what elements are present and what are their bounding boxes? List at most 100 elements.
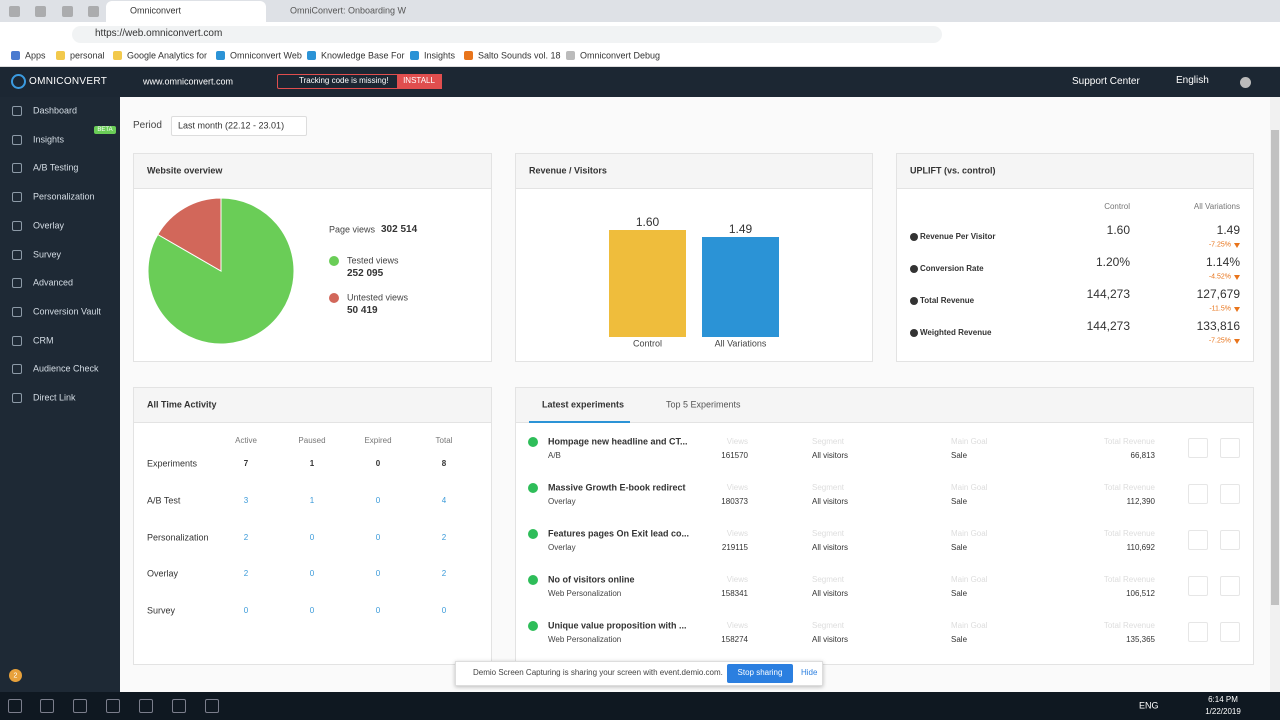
- domain-select[interactable]: www.omniconvert.com: [143, 76, 234, 87]
- count[interactable]: 3: [243, 495, 249, 505]
- url-field[interactable]: [72, 26, 942, 43]
- sidebar-item[interactable]: Overlay: [33, 220, 65, 231]
- page-views-value: 302 514: [381, 224, 418, 235]
- column-header: Main Goal: [951, 529, 988, 538]
- count[interactable]: 0: [441, 606, 447, 616]
- tab-title[interactable]: OmniConvert: Onboarding W: [290, 5, 407, 16]
- column-header: Total Revenue: [1103, 529, 1155, 538]
- count[interactable]: 4: [441, 495, 447, 505]
- row-label: A/B Test: [147, 495, 181, 506]
- count[interactable]: 0: [309, 532, 315, 542]
- taskbar-icon[interactable]: [73, 699, 87, 713]
- experiment-name[interactable]: Massive Growth E-book redirect: [548, 482, 686, 493]
- support-link[interactable]: Support Center: [1072, 76, 1140, 87]
- card-title: All Time Activity: [147, 399, 217, 410]
- count[interactable]: 2: [441, 569, 447, 579]
- report-button[interactable]: [1188, 576, 1208, 596]
- taskbar-icon[interactable]: [139, 699, 153, 713]
- bookmark[interactable]: Insights: [424, 50, 456, 61]
- user-avatar[interactable]: [1240, 77, 1251, 88]
- experiment-name[interactable]: Hompage new headline and CT...: [548, 436, 688, 447]
- pinned-tab-icon: [35, 6, 46, 17]
- edit-button[interactable]: [1220, 622, 1240, 642]
- period-select[interactable]: [171, 116, 307, 136]
- taskbar-icon[interactable]: [205, 699, 219, 713]
- sidebar-item[interactable]: Advanced: [33, 277, 74, 288]
- count[interactable]: 2: [441, 532, 447, 542]
- count[interactable]: 2: [243, 569, 249, 579]
- experiment-name[interactable]: Features pages On Exit lead co...: [548, 528, 690, 539]
- column-header: Total Revenue: [1103, 621, 1155, 630]
- language-select[interactable]: English: [1176, 75, 1209, 86]
- sidebar-item[interactable]: A/B Testing: [33, 162, 79, 173]
- column-header: Main Goal: [951, 437, 988, 446]
- tab[interactable]: [266, 1, 426, 22]
- row-label: Experiments: [147, 458, 198, 469]
- hide-link[interactable]: Hide: [801, 668, 818, 677]
- stop-sharing-label[interactable]: Stop sharing: [737, 668, 783, 677]
- count[interactable]: 0: [375, 606, 381, 616]
- bar-value: 1.60: [635, 214, 660, 229]
- sidebar-icon: [12, 220, 22, 231]
- count[interactable]: 2: [243, 532, 249, 542]
- report-button[interactable]: [1188, 438, 1208, 458]
- stop-sharing-button[interactable]: [727, 664, 793, 683]
- info-icon: [910, 297, 918, 305]
- count[interactable]: 0: [243, 606, 249, 616]
- url[interactable]: https://web.omniconvert.com: [95, 28, 223, 39]
- edit-button[interactable]: [1220, 484, 1240, 504]
- count[interactable]: 0: [375, 495, 381, 505]
- bookmark[interactable]: Salto Sounds vol. 18: [478, 50, 561, 61]
- taskbar-icon[interactable]: [106, 699, 120, 713]
- counter: 2: [13, 672, 18, 680]
- install-label[interactable]: INSTALL: [403, 76, 435, 85]
- bookmark[interactable]: Apps: [25, 50, 46, 61]
- sidebar-icon: [12, 306, 22, 317]
- status-dot: [528, 621, 538, 631]
- tab-title[interactable]: Omniconvert: [130, 5, 182, 16]
- edit-button[interactable]: [1220, 438, 1240, 458]
- taskbar-icon[interactable]: [172, 699, 186, 713]
- experiment-name[interactable]: No of visitors online: [548, 574, 635, 585]
- app-header: [0, 67, 1280, 97]
- edit-button[interactable]: [1220, 576, 1240, 596]
- sidebar-item[interactable]: Dashboard: [33, 105, 78, 116]
- count[interactable]: 0: [309, 569, 315, 579]
- revenue: 106,512: [1126, 589, 1155, 598]
- variation-value: 127,679: [1196, 287, 1240, 301]
- bookmark[interactable]: Knowledge Base For: [321, 50, 405, 61]
- tab[interactable]: Top 5 Experiments: [666, 399, 741, 410]
- views: 158274: [721, 635, 748, 644]
- pinned-tab-icon: [9, 6, 20, 17]
- sidebar-item[interactable]: Conversion Vault: [33, 306, 101, 317]
- edit-button[interactable]: [1220, 530, 1240, 550]
- bookmark[interactable]: personal: [70, 50, 105, 61]
- report-button[interactable]: [1188, 484, 1208, 504]
- card: [515, 387, 1254, 665]
- report-button[interactable]: [1188, 530, 1208, 550]
- sidebar-item[interactable]: Direct Link: [33, 392, 76, 403]
- bookmark[interactable]: Omniconvert Debug: [580, 50, 661, 61]
- count[interactable]: 0: [375, 532, 381, 542]
- period-value[interactable]: Last month (22.12 - 23.01): [178, 120, 285, 131]
- experiment-name[interactable]: Unique value proposition with ...: [548, 620, 687, 631]
- sidebar-item[interactable]: Personalization: [33, 191, 95, 202]
- bookmark[interactable]: Google Analytics for: [127, 50, 208, 61]
- bookmark[interactable]: Omniconvert Web: [230, 50, 302, 61]
- sidebar-icon: [12, 134, 22, 145]
- tab[interactable]: Latest experiments: [542, 399, 625, 410]
- count[interactable]: 1: [309, 495, 315, 505]
- sidebar-item[interactable]: Survey: [33, 249, 62, 259]
- variation-value: 1.49: [1216, 223, 1240, 237]
- report-button[interactable]: [1188, 622, 1208, 642]
- tab[interactable]: [106, 1, 266, 22]
- sidebar-item[interactable]: Audience Check: [33, 363, 99, 374]
- taskbar-icon[interactable]: [8, 699, 22, 713]
- sidebar-item[interactable]: Insights: [33, 134, 65, 145]
- taskbar-icon[interactable]: [40, 699, 54, 713]
- count[interactable]: 0: [309, 606, 315, 616]
- count[interactable]: 0: [375, 569, 381, 579]
- install-button[interactable]: [397, 74, 442, 89]
- sidebar-item[interactable]: CRM: [33, 335, 54, 346]
- count: 1: [309, 459, 315, 468]
